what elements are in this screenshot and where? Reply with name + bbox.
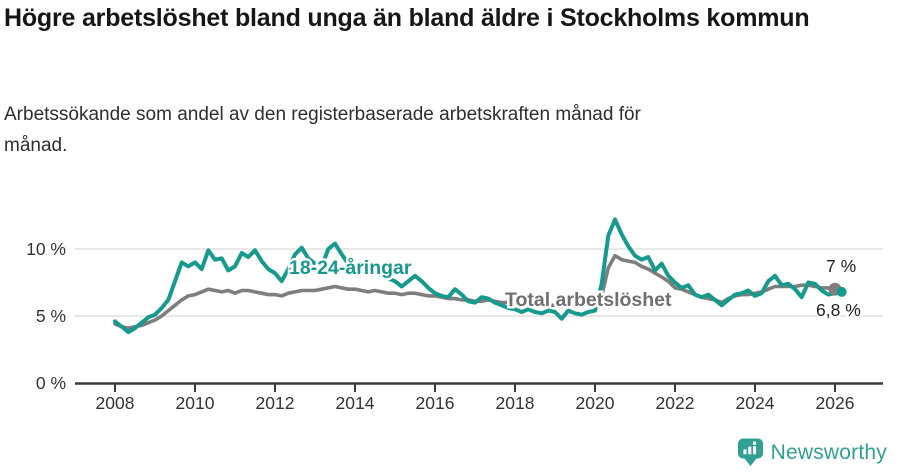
newsworthy-wordmark: Newsworthy	[770, 440, 887, 464]
youth-series-label: 18-24-åringar	[289, 256, 412, 279]
chart-title: Högre arbetslöshet bland unga än bland ä…	[4, 4, 810, 32]
x-axis-tick-label: 2026	[816, 393, 855, 413]
total-series-label: Total arbetslöshet	[505, 289, 672, 311]
y-axis-label: 10 %	[26, 239, 66, 259]
x-axis-tick-label: 2008	[96, 393, 135, 413]
x-axis-tick-label: 2010	[176, 393, 215, 413]
x-axis-tick-label: 2012	[256, 393, 295, 413]
newsworthy-logo-icon	[737, 438, 763, 466]
x-axis-tick-label: 2024	[736, 393, 775, 413]
youth-end-dot	[836, 286, 847, 297]
y-axis-label: 5 %	[36, 306, 66, 326]
chart-subtitle: Arbetssökande som andel av den registerb…	[4, 104, 641, 156]
x-axis-tick-label: 2016	[416, 393, 455, 413]
total-line	[113, 253, 837, 330]
youth-line	[113, 217, 844, 335]
total-end-value-label: 7 %	[826, 256, 856, 276]
y-axis-label: 0 %	[36, 373, 66, 393]
newsworthy-brand: Newsworthy	[737, 438, 887, 467]
x-axis-tick-label: 2014	[336, 393, 375, 413]
x-axis-tick-label: 2022	[656, 393, 695, 413]
x-axis-tick-label: 2018	[496, 393, 535, 413]
youth-end-value-label: 6,8 %	[816, 300, 861, 320]
x-axis-tick-label: 2020	[576, 393, 615, 413]
